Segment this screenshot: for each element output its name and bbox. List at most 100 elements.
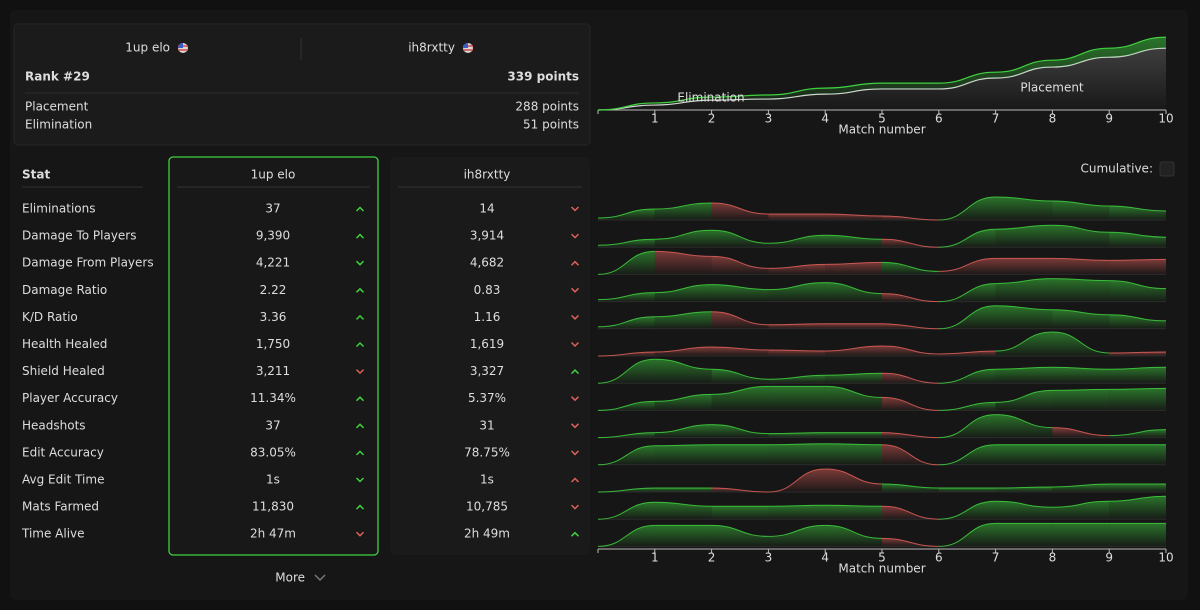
ridge-area xyxy=(825,235,882,248)
chevron[interactable] xyxy=(314,574,326,582)
trend-arrow xyxy=(570,260,580,266)
player-column xyxy=(168,156,379,556)
ridge-line xyxy=(597,250,655,275)
ridge-area xyxy=(654,525,712,547)
player1-value: 3,211 xyxy=(256,364,290,378)
ridge-area xyxy=(768,386,826,411)
ridge-line xyxy=(597,524,655,547)
ridge-area xyxy=(768,235,826,248)
stat-label: Player Accuracy xyxy=(22,391,118,405)
line xyxy=(597,36,1167,111)
ridge-line xyxy=(1052,224,1110,233)
header-card xyxy=(13,23,591,146)
ridge-line xyxy=(881,537,939,547)
ridge-line xyxy=(768,432,826,435)
ridge-area xyxy=(711,386,769,411)
ridge-line xyxy=(938,414,996,439)
trend-arrow xyxy=(355,314,365,320)
ridge-area xyxy=(825,346,882,356)
ridge-area xyxy=(995,197,1053,220)
ridge-area xyxy=(825,525,882,547)
ridge-area xyxy=(654,394,712,411)
ridge-area xyxy=(711,256,769,275)
ridge-line xyxy=(711,346,769,351)
trend-arrow xyxy=(570,233,580,239)
ridge-line xyxy=(881,505,939,520)
ridge-area xyxy=(1109,496,1166,520)
x-tick-label: 8 xyxy=(1049,551,1057,565)
trend-arrow xyxy=(355,423,365,429)
player2-value: 1,619 xyxy=(470,337,504,351)
player1-value: 37 xyxy=(265,418,280,432)
player1-value: 37 xyxy=(265,202,280,216)
ridge-area xyxy=(1052,225,1110,248)
ridge-area xyxy=(995,258,1053,275)
ridge-area xyxy=(598,292,655,302)
ridge-line xyxy=(1052,257,1110,261)
ridge-line xyxy=(881,345,939,355)
x-tick-label: 6 xyxy=(935,112,943,126)
ridge-line xyxy=(995,224,1053,230)
ridge-area xyxy=(654,251,712,275)
ridge-area xyxy=(1052,389,1110,411)
ridge-line xyxy=(1052,483,1110,488)
ridge-area xyxy=(1109,259,1166,275)
ridge-line xyxy=(711,385,769,395)
trend-arrow xyxy=(570,341,580,348)
x-tick-label: 3 xyxy=(765,112,773,126)
player2-value: 5.37% xyxy=(468,391,506,405)
cumulative-checkbox[interactable] xyxy=(1159,161,1175,177)
trend-arrow xyxy=(570,504,580,510)
ridge-area xyxy=(654,203,712,220)
stat-label: Edit Accuracy xyxy=(22,445,104,459)
ridge-area xyxy=(995,332,1053,356)
ridge-line xyxy=(768,234,826,244)
trend-arrow xyxy=(570,369,580,375)
player2-value: 10,785 xyxy=(466,500,508,514)
ridge-line xyxy=(597,432,655,439)
ridge-area xyxy=(768,264,826,275)
ridge-line xyxy=(995,196,1053,202)
ridge-line xyxy=(995,331,1053,352)
ridge-line xyxy=(825,524,883,539)
ridge-area xyxy=(995,367,1053,384)
x-tick-label: 7 xyxy=(992,551,1000,565)
ridge-line xyxy=(995,414,1053,429)
ridge-area xyxy=(825,443,882,465)
player1-value: 9,390 xyxy=(256,229,290,243)
ridge-line xyxy=(768,323,826,326)
ridge-line xyxy=(1109,495,1167,502)
ridge-line xyxy=(881,432,939,439)
ridge-area xyxy=(882,484,939,492)
ridge-area xyxy=(1109,232,1166,248)
trend-arrow xyxy=(355,341,365,348)
ridge-line xyxy=(938,368,996,384)
trend-arrow xyxy=(355,504,365,510)
more-button[interactable]: More xyxy=(275,571,326,585)
ridge-line xyxy=(825,443,883,446)
player2-value: 31 xyxy=(479,418,494,432)
ridge-line xyxy=(938,196,996,221)
ridge-line xyxy=(995,366,1053,370)
ridge-line xyxy=(654,202,712,210)
player-name: 1up elo xyxy=(125,41,170,55)
x-tick-label: 2 xyxy=(708,112,716,126)
ridge-line xyxy=(938,257,996,272)
player1-value: 1s xyxy=(266,473,280,487)
trend-arrow xyxy=(355,206,365,212)
ridge-line xyxy=(825,234,883,240)
more-label[interactable]: More xyxy=(275,571,305,585)
ridge-line xyxy=(1052,331,1110,354)
ridge-area xyxy=(768,525,826,547)
ridge-area xyxy=(654,488,712,492)
ridge-line xyxy=(597,351,655,357)
ridge-area xyxy=(654,359,712,384)
x-tick-label: 9 xyxy=(1105,551,1113,565)
ridge-line xyxy=(768,443,826,446)
ridge-line xyxy=(711,487,769,493)
breakdown-value: 51 points xyxy=(523,118,579,132)
ridge-line xyxy=(597,316,655,328)
ridge-line xyxy=(881,293,939,303)
ridge-line xyxy=(597,238,655,246)
trend-arrow xyxy=(355,233,365,239)
